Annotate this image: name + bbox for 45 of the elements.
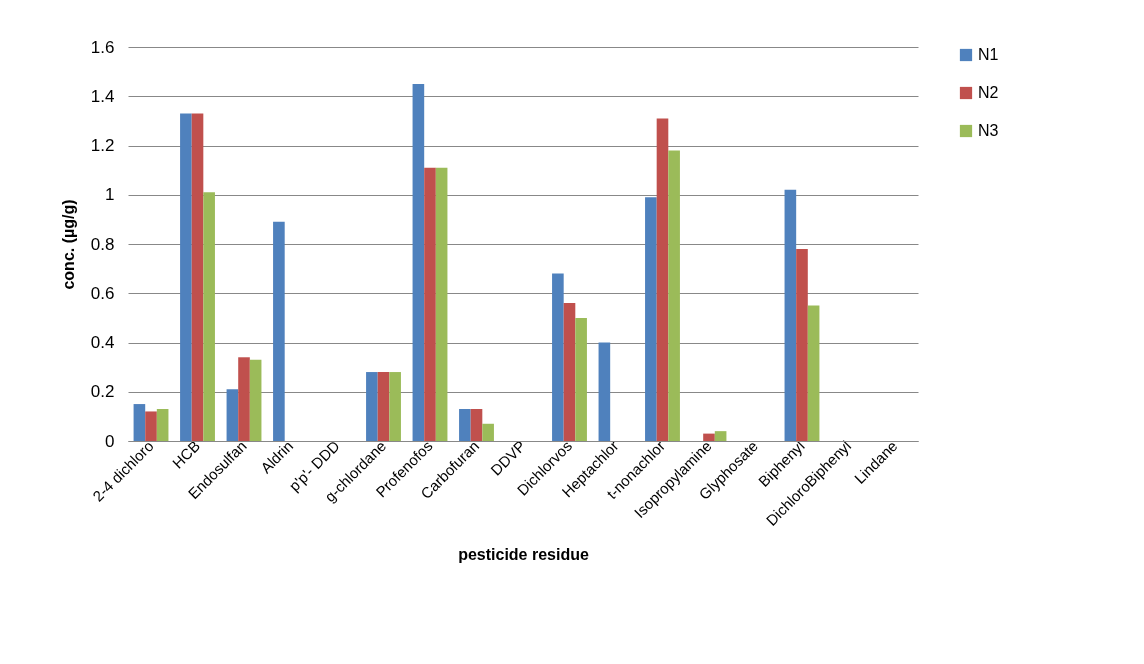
bar: [249, 359, 262, 441]
y-tick-label: 0.8: [90, 234, 115, 254]
bar: [714, 431, 727, 441]
bar: [377, 372, 390, 441]
legend-label: N3: [978, 122, 999, 139]
bar: [796, 248, 808, 441]
y-axis-title: conc. (µg/g): [59, 199, 77, 290]
bar: [133, 404, 146, 441]
bar: [598, 342, 611, 441]
bar: [203, 192, 215, 441]
y-tick-label: 1: [105, 185, 115, 205]
bar: [656, 118, 669, 441]
legend-label: N1: [978, 46, 999, 63]
bar: [156, 408, 169, 441]
bar: [238, 357, 250, 441]
bar: [563, 303, 576, 441]
bar: [366, 372, 378, 441]
bar: [575, 317, 587, 441]
bar: [273, 221, 285, 441]
y-tick-label: 0.2: [90, 382, 115, 402]
x-axis-title: pesticide residue: [458, 545, 589, 563]
y-tick-label: 0: [105, 431, 115, 451]
y-tick-label: 0.4: [90, 333, 115, 352]
bar: [645, 197, 657, 441]
y-tick-label: 1.6: [90, 37, 115, 57]
bar: [180, 113, 192, 441]
bar: [226, 389, 239, 441]
legend-label: N2: [978, 84, 999, 101]
bar: [389, 372, 401, 441]
y-tick-label: 1.2: [90, 136, 115, 155]
y-tick-label: 0.6: [90, 283, 115, 303]
bar: [784, 189, 797, 441]
bar: [703, 433, 715, 441]
bar: [145, 411, 157, 441]
bar: [191, 113, 204, 441]
bar: [552, 273, 564, 441]
bar: [470, 408, 483, 441]
bar: [435, 167, 448, 441]
bar: [424, 167, 436, 441]
bar: [807, 305, 820, 441]
bar: [459, 408, 471, 441]
y-tick-label: 1.4: [90, 86, 115, 106]
bar: [482, 423, 494, 441]
bar: [668, 150, 680, 441]
bar: [412, 83, 425, 441]
